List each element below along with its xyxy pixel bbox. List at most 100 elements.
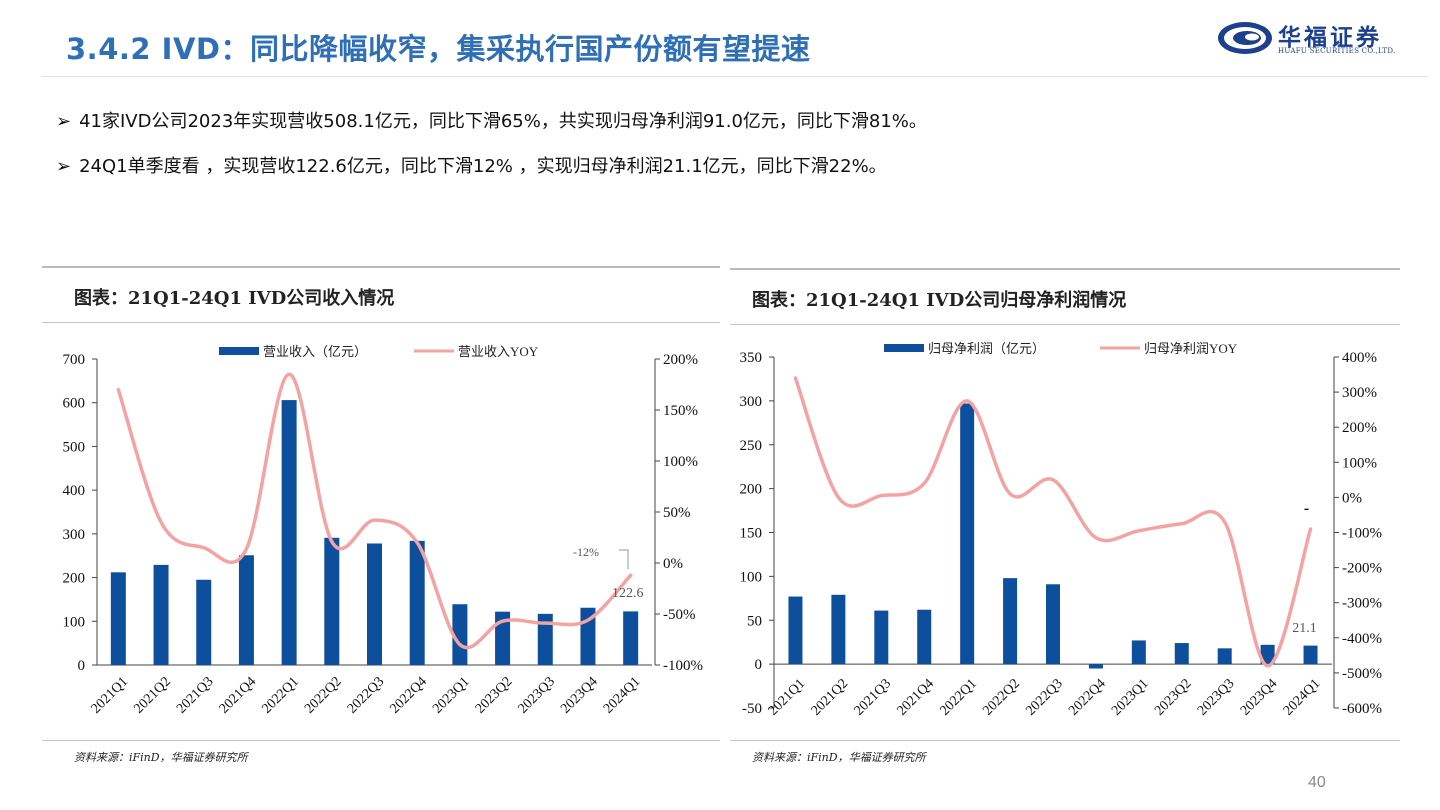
logo-mark-icon <box>1218 22 1272 54</box>
net-profit-chart: 归母净利润（亿元） 归母净利润YOY -50 0 50 100 150 200 250 300 35… <box>740 341 1383 719</box>
left-panel-title: 图表：21Q1-24Q1 IVD公司收入情况 <box>74 288 395 309</box>
left-axis-tick-label: 50 <box>747 613 762 629</box>
right-panel-bottom-rule <box>730 740 1400 741</box>
bar <box>409 540 425 665</box>
bar <box>452 604 468 665</box>
bar <box>1046 584 1060 665</box>
right-panel-title-rule <box>730 324 1400 325</box>
x-axis-tick-label: 2022Q1 <box>259 674 302 717</box>
bar <box>623 611 639 665</box>
left-axis-tick-label: -50 <box>742 701 762 717</box>
bullet-text: 41家IVD公司2023年实现营收508.1亿元，同比下滑65%，共实现归母净利… <box>79 111 927 132</box>
bar <box>1174 643 1189 665</box>
logo-text-en: HUAFU SECURITIES CO.,LTD. <box>1278 47 1396 55</box>
logo-text-cn: 华福证券 <box>1278 25 1382 51</box>
right-axis-tick-label: 100% <box>663 454 698 470</box>
header-divider <box>42 76 1428 77</box>
bar <box>1217 648 1232 665</box>
yoy-data-label: - <box>1304 500 1309 517</box>
bar <box>495 611 511 665</box>
right-axis-tick-label: 0% <box>1342 490 1362 506</box>
bar <box>153 564 169 665</box>
bullet-point-1: ➢ 41家IVD公司2023年实现营收508.1亿元，同比下滑65%，共实现归母净… <box>56 107 927 133</box>
right-axis-tick-label: 0% <box>663 556 683 572</box>
bar-data-label: 21.1 <box>1292 621 1317 636</box>
left-panel-title-rule <box>42 322 720 323</box>
yoy-data-label: -12% <box>573 545 599 559</box>
legend-line-label: 归母净利润YOY <box>1144 341 1238 356</box>
legend-bar-label: 营业收入（亿元） <box>263 344 367 359</box>
left-axis-tick-label: 250 <box>740 438 763 454</box>
bar <box>1131 640 1146 665</box>
bar <box>874 610 889 665</box>
left-axis-tick-label: 150 <box>740 526 763 542</box>
bar <box>1260 644 1275 665</box>
bar <box>281 400 297 665</box>
left-axis-tick-label: 300 <box>740 394 763 410</box>
legend-bar-label: 归母净利润（亿元） <box>928 341 1045 356</box>
right-axis-tick-label: -600% <box>1342 701 1382 717</box>
x-axis-tick-label: 2023Q2 <box>1152 676 1195 719</box>
bar <box>196 579 212 665</box>
right-axis-tick-label: 200% <box>1342 420 1377 436</box>
x-axis-tick-label: 2023Q1 <box>1109 676 1152 719</box>
bullet-arrow-icon: ➢ <box>56 111 72 132</box>
x-axis-tick-label: 2021Q4 <box>217 674 260 717</box>
right-axis-tick-label: 100% <box>1342 455 1377 471</box>
right-axis-tick-label: -300% <box>1342 596 1382 612</box>
x-axis-tick-label: 2023Q3 <box>516 674 559 717</box>
x-axis-tick-label: 2021Q1 <box>766 676 809 719</box>
bar <box>1003 578 1018 665</box>
x-axis-tick-label: 2022Q3 <box>345 674 388 717</box>
x-axis-tick-label: 2021Q2 <box>131 674 174 717</box>
left-axis-tick-label: 0 <box>755 657 763 673</box>
x-axis-tick-label: 2023Q4 <box>558 674 601 717</box>
bar <box>367 543 382 665</box>
left-axis-tick-label: 200 <box>63 571 86 587</box>
right-axis-tick-label: -400% <box>1342 631 1382 647</box>
bar <box>1088 664 1103 669</box>
x-axis-tick-label: 2023Q2 <box>473 674 516 717</box>
right-axis-tick-label: -50% <box>663 607 696 623</box>
right-panel-top-rule <box>730 268 1400 270</box>
legend-line-label: 营业收入YOY <box>458 344 539 359</box>
left-axis-tick-label: 100 <box>740 569 763 585</box>
company-logo: 华福证券 HUAFU SECURITIES CO.,LTD. <box>1216 18 1396 58</box>
x-axis-tick-label: 2024Q1 <box>1281 676 1324 719</box>
legend-bar-swatch <box>219 347 259 355</box>
right-axis-tick-label: -100% <box>663 658 703 674</box>
right-panel-title: 图表：21Q1-24Q1 IVD公司归母净利润情况 <box>752 290 1127 311</box>
right-axis-tick-label: -100% <box>1342 526 1382 542</box>
x-axis-tick-label: 2022Q4 <box>1066 676 1109 719</box>
right-axis-tick-label: 50% <box>663 505 691 521</box>
left-panel-top-rule <box>42 266 720 268</box>
left-axis-tick-label: 600 <box>63 396 86 412</box>
yoy-line <box>793 376 1313 668</box>
x-axis-tick-label: 2021Q2 <box>809 676 852 719</box>
bar <box>110 572 126 665</box>
x-axis-tick-label: 2023Q1 <box>430 674 473 717</box>
x-axis-tick-label: 2022Q4 <box>388 674 431 717</box>
x-axis-tick-label: 2024Q1 <box>601 674 644 717</box>
bullet-point-2: ➢ 24Q1单季度看 ，实现营收122.6亿元，同比下滑12% ，实现归母净利润2… <box>56 152 887 178</box>
bar <box>960 403 975 665</box>
bar <box>917 609 932 665</box>
left-axis-tick-label: 100 <box>63 614 86 630</box>
x-axis-tick-label: 2021Q1 <box>89 674 132 717</box>
bullet-text: 24Q1单季度看 ，实现营收122.6亿元，同比下滑12% ，实现归母净利润21… <box>79 156 887 177</box>
left-axis-tick-label: 700 <box>63 352 86 368</box>
left-axis-tick-label: 300 <box>63 527 86 543</box>
right-axis-tick-label: 200% <box>663 352 698 368</box>
bullet-arrow-icon: ➢ <box>56 156 72 177</box>
page-number: 40 <box>1308 774 1326 791</box>
x-axis-tick-label: 2021Q4 <box>895 676 938 719</box>
bar <box>238 555 254 665</box>
bar <box>831 594 846 665</box>
right-axis-tick-label: 150% <box>663 403 698 419</box>
x-axis-tick-label: 2021Q3 <box>174 674 217 717</box>
bar <box>1303 645 1318 665</box>
bar <box>788 596 803 665</box>
right-axis-tick-label: -200% <box>1342 561 1382 577</box>
annotation-leader-line <box>619 549 629 570</box>
x-axis-tick-label: 2023Q4 <box>1238 676 1281 719</box>
